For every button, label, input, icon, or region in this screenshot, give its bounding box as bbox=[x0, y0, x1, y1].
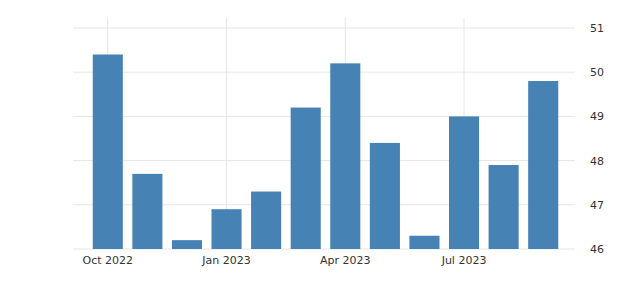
bar bbox=[132, 174, 162, 249]
y-tick-label: 51 bbox=[590, 22, 604, 35]
grid-line bbox=[73, 160, 575, 161]
x-tick-label: Oct 2022 bbox=[83, 254, 134, 267]
bar bbox=[409, 236, 439, 249]
bar bbox=[93, 55, 123, 249]
y-tick-label: 47 bbox=[590, 199, 604, 212]
bar bbox=[528, 81, 558, 249]
y-tick-label: 48 bbox=[590, 155, 604, 168]
grid-line bbox=[73, 116, 575, 117]
y-tick-label: 50 bbox=[590, 66, 604, 79]
bar bbox=[449, 116, 479, 249]
bar bbox=[172, 240, 202, 249]
x-tick-label: Apr 2023 bbox=[320, 254, 371, 267]
bar bbox=[291, 108, 321, 249]
bars bbox=[93, 55, 559, 249]
y-tick-label: 46 bbox=[590, 243, 604, 256]
bar bbox=[330, 63, 360, 249]
bar bbox=[489, 165, 519, 249]
bar bbox=[370, 143, 400, 249]
x-tick-label: Jul 2023 bbox=[441, 254, 487, 267]
y-tick-label: 49 bbox=[590, 110, 604, 123]
x-tick-label: Jan 2023 bbox=[201, 254, 250, 267]
bar bbox=[251, 192, 281, 249]
grid-line bbox=[73, 72, 575, 73]
grid-line bbox=[73, 28, 575, 29]
chart: 46 47 48 49 50 51 Oct 2022 Jan 2023 Apr 2023 Jul … bbox=[0, 0, 640, 294]
bar bbox=[212, 209, 242, 249]
